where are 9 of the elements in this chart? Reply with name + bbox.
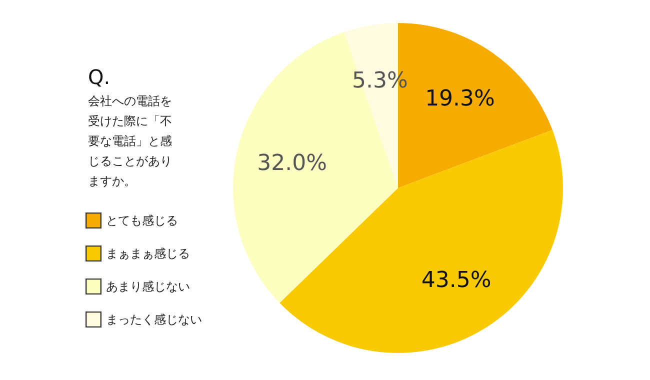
data-label: 19.3% — [425, 86, 495, 112]
text: Q. — [88, 65, 110, 89]
legend-label: あまり感じない — [106, 280, 190, 294]
legend-label: とても感じる — [106, 214, 178, 228]
legend-label: まぁまぁ感じる — [106, 246, 190, 260]
text: 会社への電話を受けた際に「不要な電話」と感じることがありますか。 — [88, 94, 172, 188]
data-label: 43.5% — [421, 268, 492, 293]
legend-label: まったく感じない — [106, 312, 202, 326]
data-label: 32.0% — [257, 150, 328, 176]
